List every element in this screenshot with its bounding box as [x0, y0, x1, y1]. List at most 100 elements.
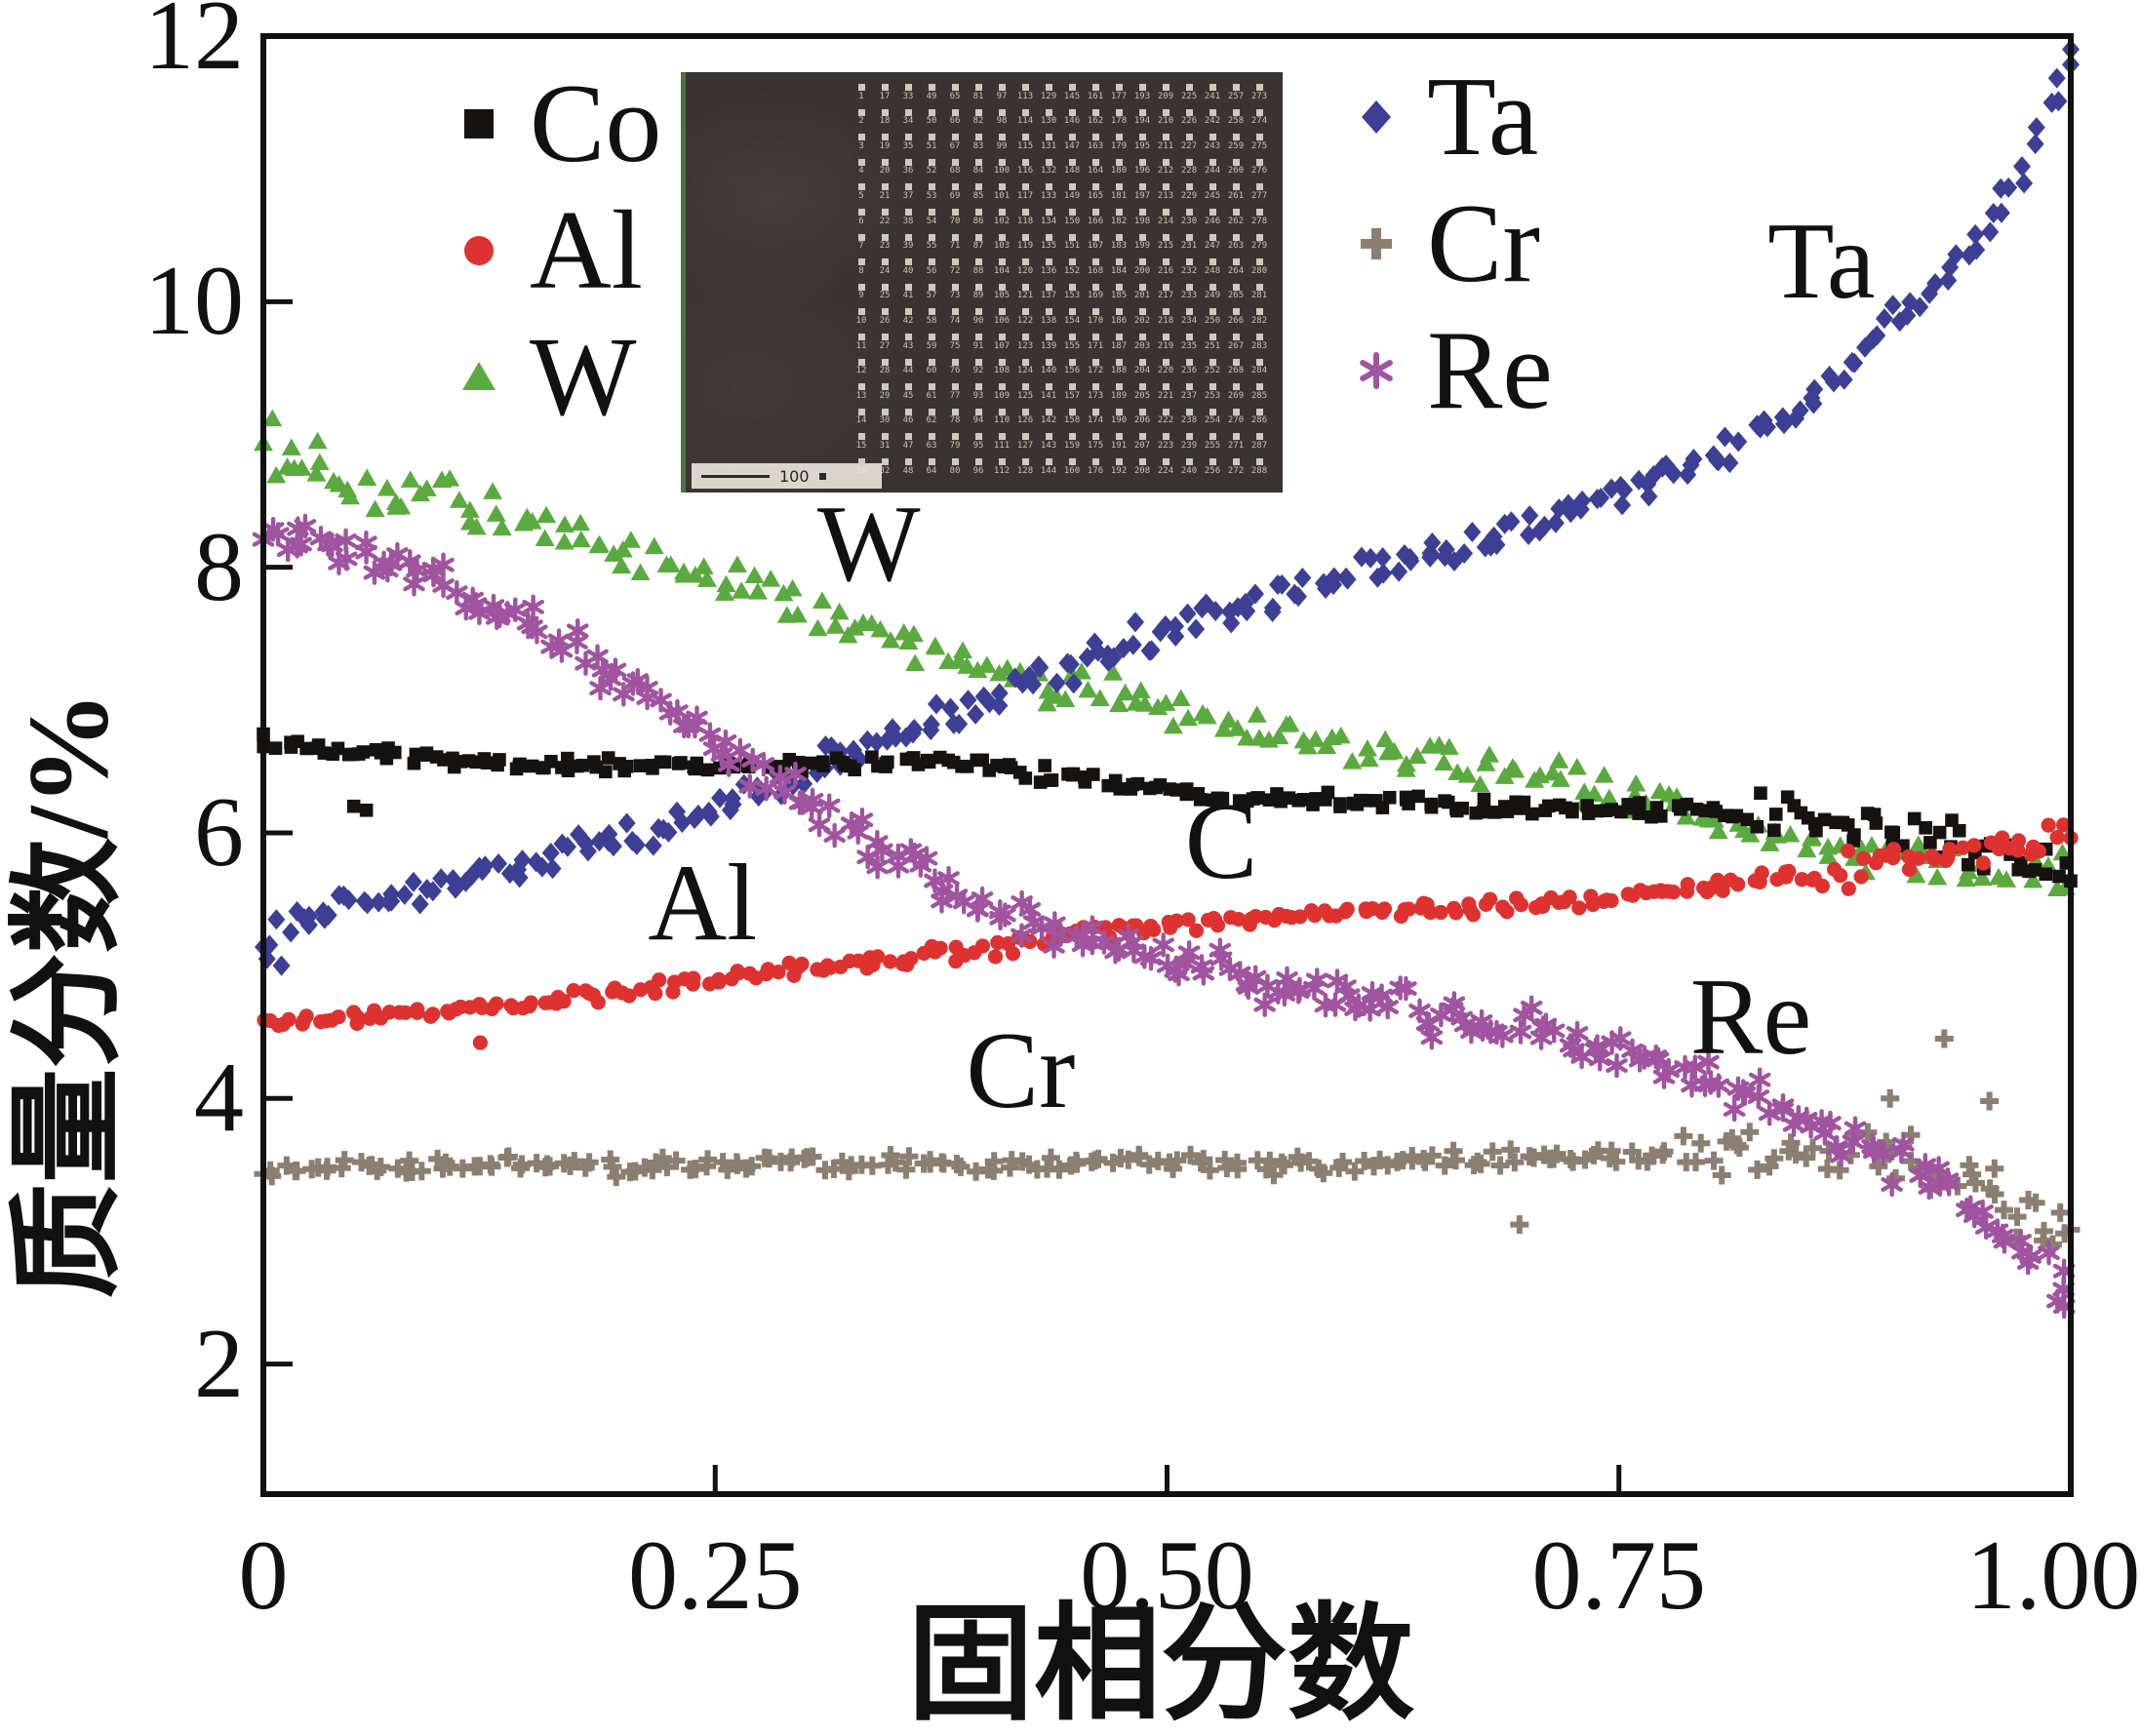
inset-indent-number: 46 — [902, 415, 914, 426]
inset-indent-dot — [857, 283, 865, 291]
inset-indent-number: 203 — [1133, 340, 1151, 351]
inset-indent-number: 112 — [993, 465, 1011, 476]
series-label-al: Al — [648, 843, 758, 965]
inset-indent-dot — [928, 108, 935, 116]
inset-indent-dot — [1255, 383, 1263, 391]
inset-indent-dot — [1162, 408, 1170, 415]
inset-indent-dot — [1021, 308, 1029, 316]
inset-indent-number: 224 — [1157, 465, 1174, 476]
inset-indent-number: 74 — [949, 315, 961, 326]
inset-indent-number: 40 — [902, 265, 914, 276]
inset-indent-number: 18 — [879, 116, 891, 127]
inset-indent-dot — [1068, 383, 1076, 391]
inset-indent-number: 252 — [1204, 366, 1221, 376]
inset-indent-number: 265 — [1227, 291, 1245, 301]
inset-indent-dot — [1068, 258, 1076, 266]
inset-indent-dot — [951, 233, 959, 241]
inset-indent-number: 75 — [949, 340, 961, 351]
inset-indent-number: 191 — [1110, 440, 1128, 451]
inset-indent-dot — [904, 134, 912, 141]
inset-scale-bar: 100 — [692, 463, 882, 489]
inset-indent-number: 57 — [926, 291, 937, 301]
inset-indent-dot — [951, 258, 959, 266]
inset-indent-dot — [1138, 108, 1146, 116]
inset-indent-dot — [1232, 209, 1240, 216]
inset-indent-number: 4 — [858, 166, 864, 177]
inset-indent-number: 177 — [1110, 91, 1128, 101]
inset-indent-number: 44 — [902, 366, 914, 376]
inset-indent-dot — [1021, 358, 1029, 366]
inset-indent-dot — [1115, 283, 1123, 291]
inset-indent-dot — [928, 233, 935, 241]
inset-indent-dot — [1091, 158, 1099, 166]
inset-indent-number: 234 — [1180, 315, 1198, 326]
axes — [260, 33, 2074, 1497]
inset-indent-number: 28 — [879, 366, 891, 376]
inset-indent-dot — [1255, 134, 1263, 141]
inset-indent-number: 258 — [1227, 116, 1245, 127]
inset-indent-number: 143 — [1040, 440, 1057, 451]
series-cr-points — [254, 1029, 2081, 1254]
inset-indent-number: 235 — [1180, 340, 1198, 351]
inset-indent-number: 201 — [1133, 291, 1151, 301]
inset-indent-number: 14 — [855, 415, 867, 426]
inset-indent-number: 139 — [1040, 340, 1057, 351]
inset-indent-dot — [1021, 334, 1029, 340]
inset-indent-dot — [1209, 84, 1216, 91]
inset-indent-number: 271 — [1227, 440, 1245, 451]
inset-indent-dot — [857, 209, 865, 216]
inset-indent-number: 153 — [1063, 291, 1081, 301]
inset-indent-dot — [1138, 308, 1146, 316]
inset-indent-number: 39 — [902, 241, 914, 252]
inset-indent-dot — [881, 209, 889, 216]
inset-indent-number: 94 — [972, 415, 984, 426]
inset-indent-dot — [1232, 134, 1240, 141]
inset-indent-dot — [881, 158, 889, 166]
legend-item-co: Co — [444, 60, 661, 187]
inset-indent-dot — [881, 308, 889, 316]
inset-indent-dot — [1185, 183, 1193, 191]
inset-indent-number: 175 — [1087, 440, 1104, 451]
inset-indent-dot — [928, 433, 935, 441]
inset-indent-number: 125 — [1016, 390, 1034, 401]
inset-indent-number: 262 — [1227, 216, 1245, 226]
inset-indent-dot — [1138, 458, 1146, 465]
inset-indent-number: 166 — [1087, 216, 1104, 226]
inset-indent-number: 90 — [972, 315, 984, 326]
inset-indent-dot — [1091, 209, 1099, 216]
inset-indent-dot — [1162, 283, 1170, 291]
inset-indent-dot — [1232, 183, 1240, 191]
inset-indent-number: 17 — [879, 91, 891, 101]
inset-indent-number: 100 — [993, 166, 1011, 177]
y-tick-label: 12 — [144, 0, 244, 91]
inset-indent-dot — [904, 233, 912, 241]
inset-indent-dot — [1068, 458, 1076, 465]
inset-indent-number: 287 — [1250, 440, 1268, 451]
inset-indent-number: 98 — [996, 116, 1008, 127]
inset-indent-number: 171 — [1087, 340, 1104, 351]
inset-indent-number: 249 — [1204, 291, 1221, 301]
inset-indent-dot — [1138, 334, 1146, 340]
sem-inset-image: 100 1 2 3 4 5 6 7 8 9 10 11 12 13 14 15 16 17 18 19 20 21 22 2… — [681, 72, 1283, 493]
legend-right: Ta Cr Re — [1341, 54, 1553, 434]
inset-indent-dot — [1232, 408, 1240, 415]
inset-indent-number: 108 — [993, 366, 1011, 376]
inset-indent-number: 268 — [1227, 366, 1245, 376]
inset-indent-dot — [1068, 183, 1076, 191]
legend-item-al: Al — [444, 187, 661, 314]
inset-indent-dot — [1021, 84, 1029, 91]
inset-indent-dot — [928, 408, 935, 415]
inset-indent-dot — [1115, 108, 1123, 116]
inset-indent-dot — [1115, 183, 1123, 191]
inset-indent-dot — [1185, 84, 1193, 91]
inset-indent-dot — [998, 408, 1006, 415]
inset-indent-dot — [1138, 258, 1146, 266]
inset-indent-number: 278 — [1250, 216, 1268, 226]
inset-indent-dot — [1162, 158, 1170, 166]
diamond-marker-icon — [1362, 100, 1391, 134]
inset-indent-number: 198 — [1133, 216, 1151, 226]
inset-indent-number: 24 — [879, 265, 891, 276]
inset-indent-dot — [951, 308, 959, 316]
inset-indent-number: 231 — [1180, 241, 1198, 252]
inset-indent-dot — [904, 458, 912, 465]
